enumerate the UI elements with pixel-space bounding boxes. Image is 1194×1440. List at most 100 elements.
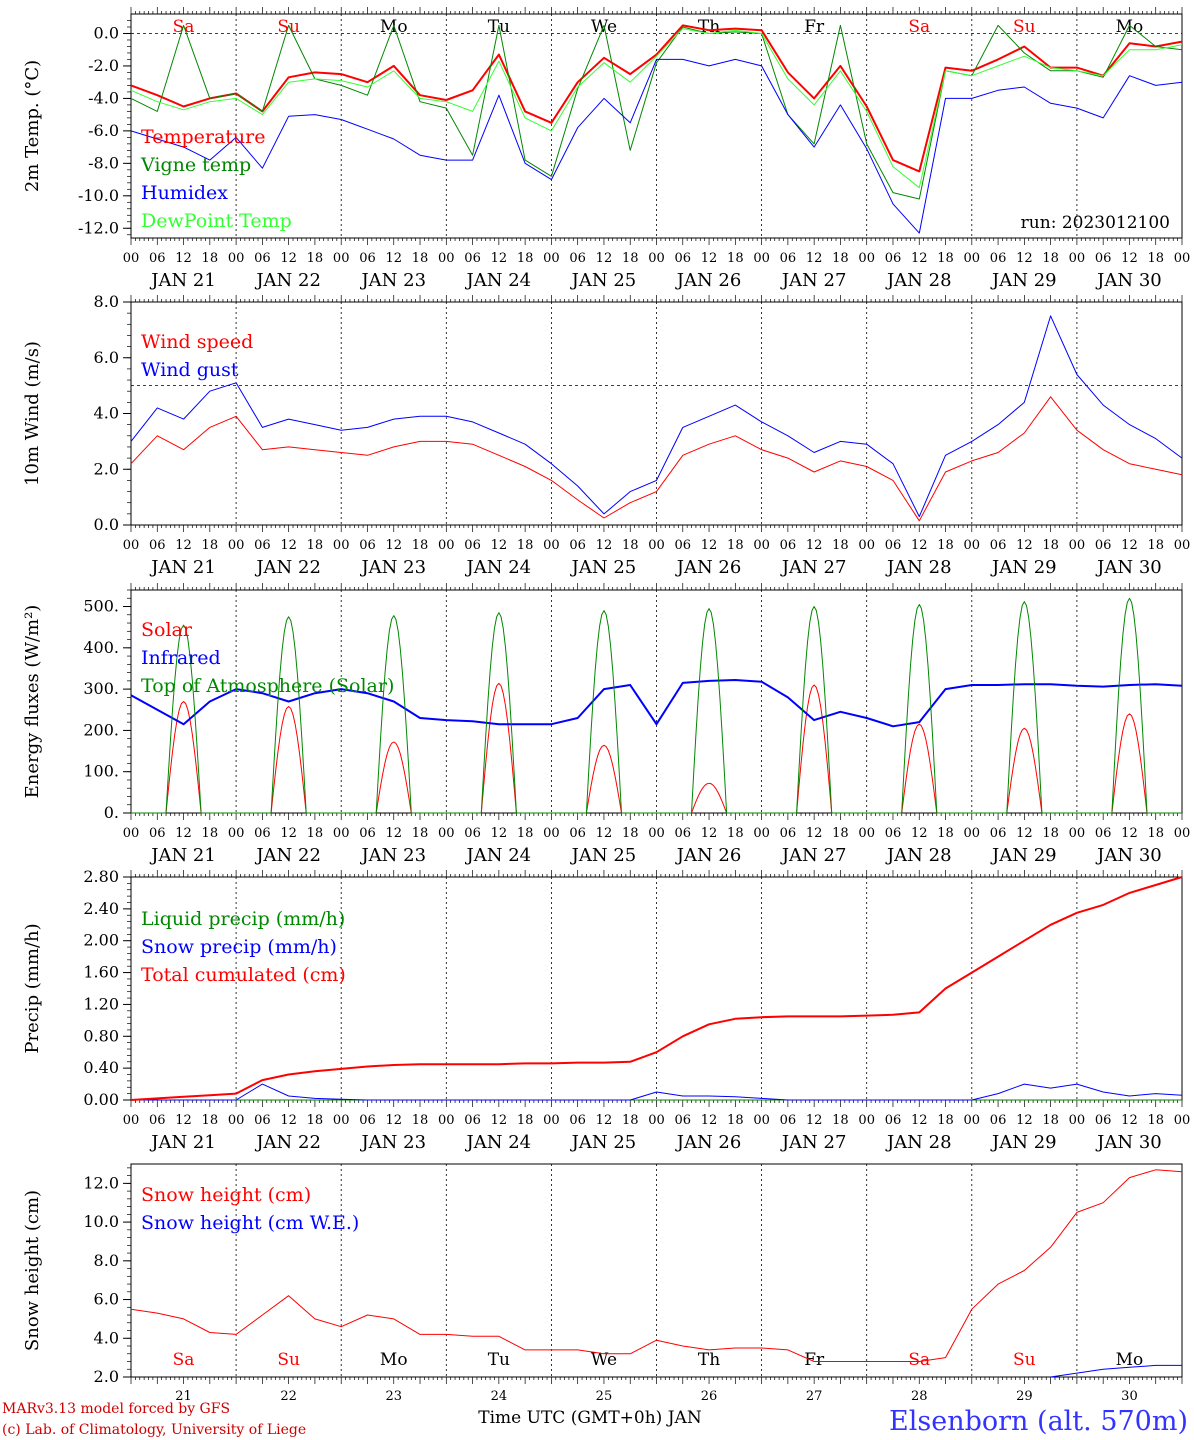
hour-tick-label: 12	[1121, 1113, 1138, 1128]
panel-snow: 2.0 4.0 6.0 8.0 10.0 12.0 Snow height (cm) 21 22…	[22, 1163, 1183, 1404]
legend-entry: Humidex	[141, 182, 228, 204]
plot-layer: 0.0 -2.0 -4.0 -6.0 -8.0 -10.0 -12.0 2m Temp. (°…	[22, 7, 1190, 1404]
credit-line-1: MARv3.13 model forced by GFS	[2, 1401, 230, 1417]
hour-tick-label: 12	[806, 538, 823, 553]
legend-entry: Liquid precip (mm/h)	[141, 908, 345, 930]
weekday-label: Mo	[380, 17, 408, 37]
hour-tick-label: 12	[596, 826, 613, 841]
hour-tick-label: 00	[333, 251, 350, 266]
y-tick-label: 6.0	[94, 1290, 119, 1309]
hour-tick-label: 18	[832, 538, 849, 553]
series-line-vigne	[130, 24, 1183, 200]
day-number-label: 25	[596, 1389, 613, 1404]
y-tick-label: 10.0	[83, 1212, 119, 1231]
hour-tick-label: 18	[1147, 538, 1164, 553]
date-label: JAN 25	[570, 557, 637, 578]
hour-tick-label: 12	[701, 826, 718, 841]
date-label: JAN 22	[254, 1132, 321, 1153]
hour-tick-label: 12	[491, 538, 508, 553]
series-line-infrared	[130, 679, 1183, 728]
y-tick-label: 0.00	[83, 1090, 119, 1109]
hour-tick-label: 06	[464, 251, 481, 266]
y-tick-label: 8.0	[94, 1251, 119, 1270]
hour-tick-label: 06	[254, 826, 271, 841]
y-tick-label: 4.0	[94, 1328, 119, 1347]
hour-tick-label: 06	[149, 251, 166, 266]
hour-tick-label: 06	[149, 826, 166, 841]
day-number-label: 23	[385, 1389, 402, 1404]
hour-tick-label: 12	[385, 538, 402, 553]
legend-entry: Snow precip (mm/h)	[141, 936, 337, 958]
hour-tick-label: 00	[438, 251, 455, 266]
y-tick-label: 0.40	[83, 1058, 119, 1077]
hour-tick-label: 00	[543, 251, 560, 266]
run-label: run: 2023012100	[1021, 213, 1170, 233]
y-tick-label: 2.0	[94, 459, 119, 478]
hour-tick-label: 18	[307, 251, 324, 266]
hour-tick-label: 00	[1069, 251, 1086, 266]
hour-tick-label: 12	[385, 1113, 402, 1128]
hour-tick-label: 00	[333, 1113, 350, 1128]
hour-tick-label: 06	[990, 251, 1007, 266]
y-tick-label: -2.0	[88, 56, 119, 75]
hour-tick-label: 06	[1095, 538, 1112, 553]
hour-tick-label: 00	[1069, 538, 1086, 553]
hour-tick-label: 18	[202, 1113, 219, 1128]
hour-tick-label: 18	[517, 826, 534, 841]
date-label: JAN 27	[780, 1132, 847, 1153]
date-label: JAN 24	[465, 270, 532, 291]
y-tick-label: 0.	[104, 803, 119, 822]
hour-tick-label: 06	[675, 1113, 692, 1128]
hour-tick-label: 18	[727, 251, 744, 266]
legend-entry: Solar	[141, 619, 193, 641]
hour-tick-label: 18	[832, 251, 849, 266]
hour-tick-label: 06	[569, 1113, 586, 1128]
hour-tick-label: 06	[1095, 826, 1112, 841]
hour-tick-label: 12	[1121, 538, 1138, 553]
hour-tick-label: 12	[596, 1113, 613, 1128]
weekday-label: Th	[698, 1350, 720, 1370]
hour-tick-label: 00	[123, 826, 140, 841]
date-label: JAN 21	[149, 1132, 216, 1153]
hour-tick-label: 12	[491, 1113, 508, 1128]
y-tick-label: 12.0	[83, 1173, 119, 1192]
hour-tick-label: 12	[911, 251, 928, 266]
series-line-humidex	[130, 58, 1183, 234]
weekday-label: Sa	[908, 1350, 930, 1370]
hour-tick-label: 00	[858, 538, 875, 553]
y-tick-label: -12.0	[78, 218, 119, 237]
hour-tick-label: 00	[858, 1113, 875, 1128]
hour-tick-label: 00	[438, 1113, 455, 1128]
y-tick-label: -10.0	[78, 186, 119, 205]
date-label: JAN 26	[675, 557, 742, 578]
series-line-wind_speed	[130, 396, 1183, 522]
hour-tick-label: 00	[753, 538, 770, 553]
date-label: JAN 28	[885, 1132, 952, 1153]
hour-tick-label: 00	[123, 1113, 140, 1128]
hour-tick-label: 06	[359, 1113, 376, 1128]
hour-tick-label: 12	[175, 1113, 192, 1128]
hour-tick-label: 00	[648, 1113, 665, 1128]
hour-tick-label: 12	[701, 538, 718, 553]
hour-tick-label: 18	[307, 1113, 324, 1128]
hour-tick-label: 06	[569, 826, 586, 841]
hour-tick-label: 06	[1095, 1113, 1112, 1128]
hour-tick-label: 12	[1016, 1113, 1033, 1128]
hour-tick-label: 06	[675, 538, 692, 553]
day-number-label: 28	[911, 1389, 928, 1404]
y-axis-label: 10m Wind (m/s)	[22, 341, 43, 486]
hour-tick-label: 12	[280, 538, 297, 553]
hour-tick-label: 00	[964, 826, 981, 841]
hour-tick-label: 12	[701, 1113, 718, 1128]
weekday-label: Mo	[1116, 17, 1144, 37]
day-number-label: 24	[491, 1389, 508, 1404]
date-label: JAN 29	[990, 1132, 1057, 1153]
hour-tick-label: 00	[438, 826, 455, 841]
hour-tick-label: 12	[280, 1113, 297, 1128]
date-label: JAN 27	[780, 557, 847, 578]
hour-tick-label: 12	[280, 826, 297, 841]
hour-tick-label: 18	[1042, 251, 1059, 266]
hour-tick-label: 18	[937, 826, 954, 841]
hour-tick-label: 12	[1016, 826, 1033, 841]
y-tick-label: 1.20	[83, 994, 119, 1013]
